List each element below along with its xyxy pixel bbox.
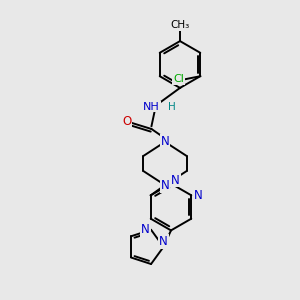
Text: N: N [159, 235, 168, 248]
Text: H: H [168, 101, 176, 112]
Text: CH₃: CH₃ [170, 20, 190, 30]
Text: NH: NH [143, 101, 160, 112]
Text: N: N [160, 178, 169, 192]
Text: O: O [122, 115, 131, 128]
Text: Cl: Cl [173, 74, 184, 84]
Text: N: N [141, 223, 150, 236]
Text: N: N [160, 135, 169, 148]
Text: N: N [194, 189, 202, 202]
Text: N: N [171, 173, 180, 187]
